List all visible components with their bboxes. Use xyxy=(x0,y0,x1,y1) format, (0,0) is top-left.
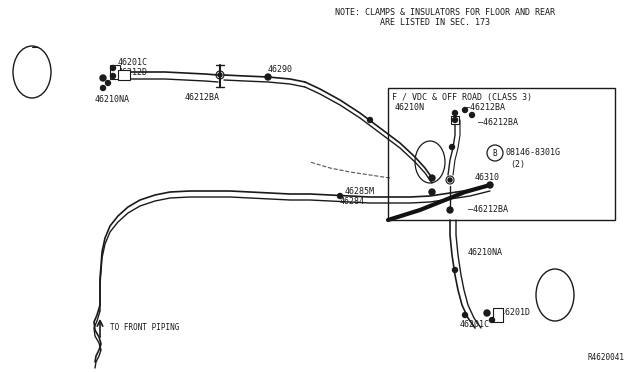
Circle shape xyxy=(448,178,452,182)
Circle shape xyxy=(449,144,454,150)
Circle shape xyxy=(218,73,222,77)
Circle shape xyxy=(452,118,458,122)
Text: 46210NA: 46210NA xyxy=(95,95,130,104)
Circle shape xyxy=(452,267,458,273)
Text: B: B xyxy=(493,148,497,157)
Circle shape xyxy=(463,108,467,112)
Text: 46201C: 46201C xyxy=(460,320,490,329)
Bar xyxy=(493,308,503,322)
Text: 46210N: 46210N xyxy=(395,103,425,112)
Text: —46212BA: —46212BA xyxy=(465,103,505,112)
Circle shape xyxy=(367,118,372,122)
Circle shape xyxy=(111,65,115,71)
Text: R4620041: R4620041 xyxy=(588,353,625,362)
Circle shape xyxy=(111,74,115,78)
Text: F / VDC & OFF ROAD (CLASS 3): F / VDC & OFF ROAD (CLASS 3) xyxy=(392,93,532,102)
Text: (2): (2) xyxy=(510,160,525,169)
Bar xyxy=(118,70,130,80)
Circle shape xyxy=(452,110,458,115)
Text: 46284: 46284 xyxy=(340,197,365,206)
Text: —46201D: —46201D xyxy=(495,308,530,317)
Text: —46212BA: —46212BA xyxy=(478,118,518,127)
Circle shape xyxy=(490,317,495,323)
Circle shape xyxy=(265,74,271,80)
Text: 08146-8301G: 08146-8301G xyxy=(505,148,560,157)
Text: 46290: 46290 xyxy=(268,65,293,74)
Text: 46210NA: 46210NA xyxy=(468,248,503,257)
Text: 46201C: 46201C xyxy=(118,58,148,67)
Text: 46212D: 46212D xyxy=(118,68,148,77)
Circle shape xyxy=(100,86,106,90)
Circle shape xyxy=(337,193,342,199)
Bar xyxy=(451,116,459,124)
Circle shape xyxy=(470,112,474,118)
Text: 46212BA: 46212BA xyxy=(185,93,220,102)
Bar xyxy=(388,88,615,220)
Circle shape xyxy=(429,189,435,195)
Circle shape xyxy=(100,75,106,81)
Text: 46310: 46310 xyxy=(475,173,500,182)
Bar xyxy=(110,65,120,79)
Circle shape xyxy=(484,310,490,316)
Text: NOTE: CLAMPS & INSULATORS FOR FLOOR AND REAR
         ARE LISTED IN SEC. 173: NOTE: CLAMPS & INSULATORS FOR FLOOR AND … xyxy=(335,8,555,28)
Text: —46212BA: —46212BA xyxy=(468,205,508,214)
Circle shape xyxy=(463,312,467,317)
Circle shape xyxy=(429,175,435,181)
Text: TO FRONT PIPING: TO FRONT PIPING xyxy=(110,323,179,332)
Circle shape xyxy=(447,207,453,213)
Circle shape xyxy=(106,80,111,86)
Circle shape xyxy=(487,182,493,188)
Text: 46285M: 46285M xyxy=(345,187,375,196)
